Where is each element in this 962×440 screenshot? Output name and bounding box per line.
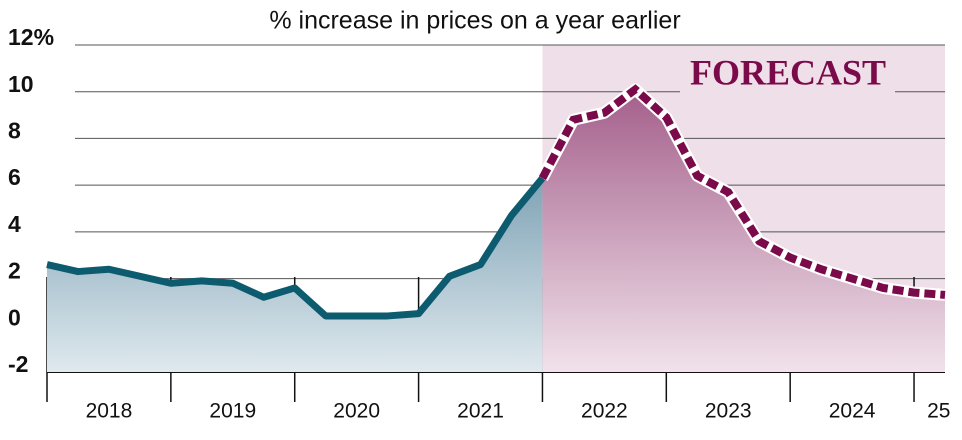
x-tick-label: 2024 xyxy=(829,400,876,423)
y-tick-label: 10 xyxy=(8,71,34,97)
area xyxy=(542,89,945,372)
forecast-label: FORECAST xyxy=(690,52,886,92)
area xyxy=(47,178,543,372)
y-tick-label: 8 xyxy=(8,118,21,144)
y-tick-label: 4 xyxy=(8,211,21,237)
x-tick-label: 25 xyxy=(927,400,950,423)
title-bg xyxy=(245,5,705,41)
y-tick-label: 6 xyxy=(8,164,21,190)
y-tick-label: 0 xyxy=(8,304,21,330)
line xyxy=(538,84,946,299)
line xyxy=(46,175,546,320)
y-tick-label: 12% xyxy=(8,24,54,50)
x-tick-label: 2018 xyxy=(86,400,133,423)
x-tick-label: 2021 xyxy=(457,400,504,423)
annotation-bg xyxy=(680,55,895,97)
x-tick-label: 2019 xyxy=(209,400,256,423)
chart-title: % increase in prices on a year earlier xyxy=(269,7,680,35)
y-tick-label: 2 xyxy=(8,258,21,284)
x-tick-label: 2022 xyxy=(581,400,628,423)
x-tick-label: 2023 xyxy=(705,400,752,423)
x-tick-label: 2020 xyxy=(333,400,380,423)
y-tick-label: -2 xyxy=(8,351,28,377)
